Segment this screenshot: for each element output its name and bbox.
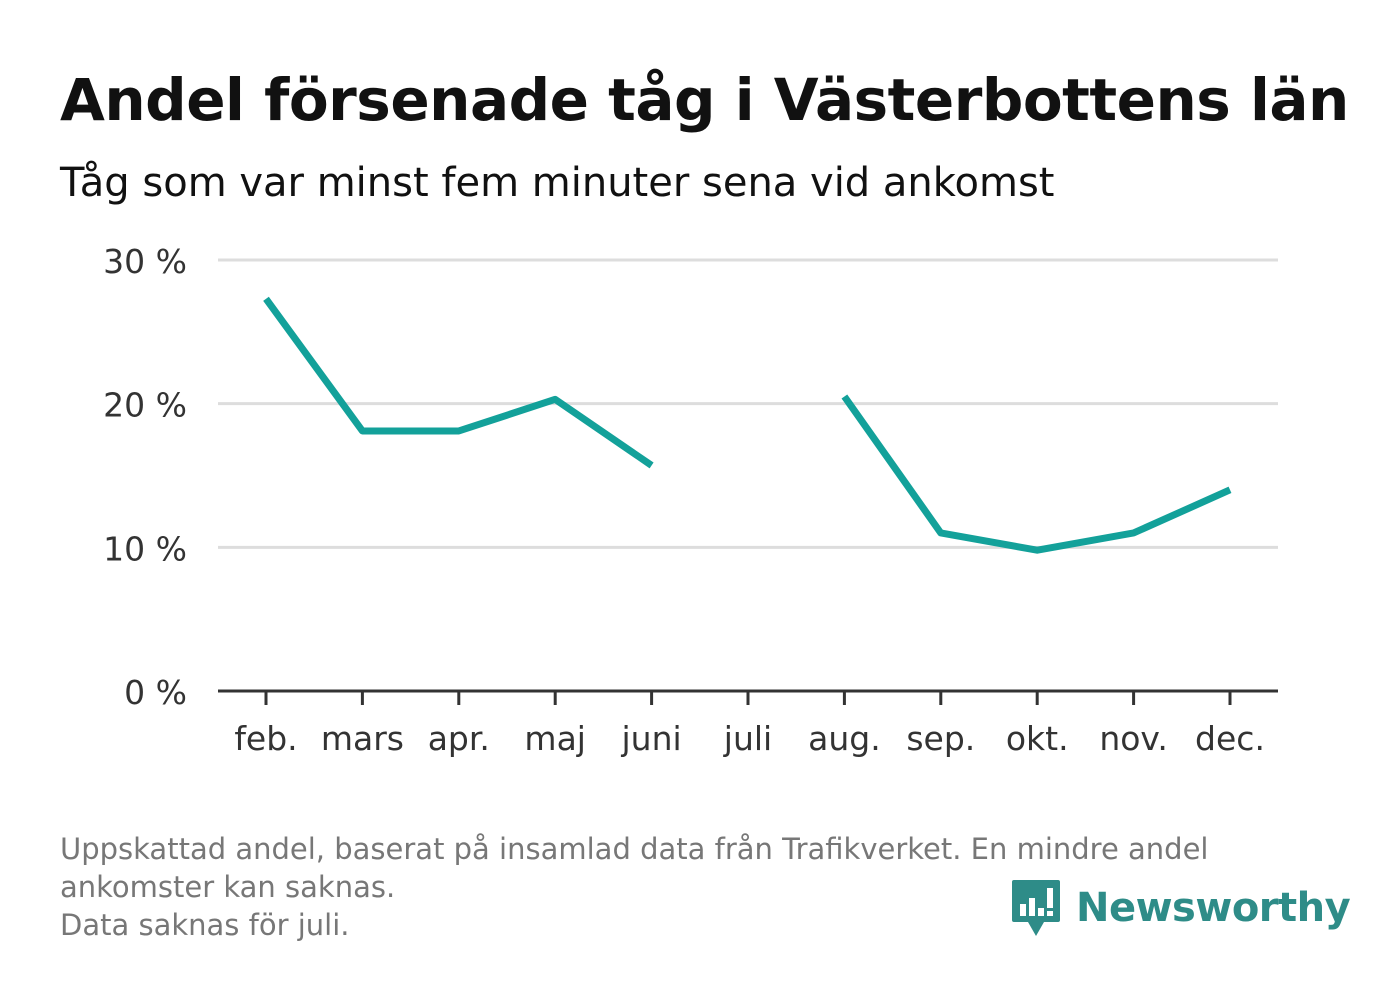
series-line-segment	[263, 296, 654, 469]
chart-title: Andel försenade tåg i Västerbottens län	[60, 66, 1349, 134]
y-tick-label: 20 %	[103, 386, 187, 425]
x-tick-label: sep.	[906, 719, 975, 758]
series-line-segment	[841, 394, 1232, 554]
x-tick-label: juli	[723, 719, 772, 758]
footer-line-1: Uppskattad andel, baserat på insamlad da…	[60, 832, 1209, 866]
x-tick-label: juni	[621, 719, 682, 758]
x-tick-label: maj	[524, 719, 586, 758]
y-tick-label: 10 %	[103, 529, 187, 568]
footer-note: Uppskattad andel, baserat på insamlad da…	[60, 830, 1320, 944]
x-tick-label: mars	[321, 719, 404, 758]
y-axis-ticks: 0 % 10 % 20 % 30 %	[103, 242, 187, 712]
x-tick-label: feb.	[234, 719, 297, 758]
x-axis: feb. mars apr. maj juni juli aug. sep. okt. nov. d…	[218, 689, 1278, 758]
series-lines	[263, 296, 1232, 554]
x-tick-label: dec.	[1195, 719, 1265, 758]
brand-logo: Newsworthy	[1010, 878, 1351, 938]
x-tick-label: okt.	[1006, 719, 1069, 758]
brand-name: Newsworthy	[1076, 885, 1351, 931]
x-tick-label: apr.	[428, 719, 490, 758]
gridlines	[218, 258, 1278, 549]
chart-subtitle: Tåg som var minst fem minuter sena vid a…	[60, 160, 1055, 206]
footer-line-3: Data saknas för juli.	[60, 908, 350, 942]
x-tick-label: nov.	[1099, 719, 1168, 758]
y-tick-label: 30 %	[103, 242, 187, 281]
y-tick-label: 0 %	[124, 673, 187, 712]
x-tick-label: aug.	[808, 719, 881, 758]
footer-line-2: ankomster kan saknas.	[60, 870, 396, 904]
newsworthy-logo-icon	[1012, 880, 1060, 936]
